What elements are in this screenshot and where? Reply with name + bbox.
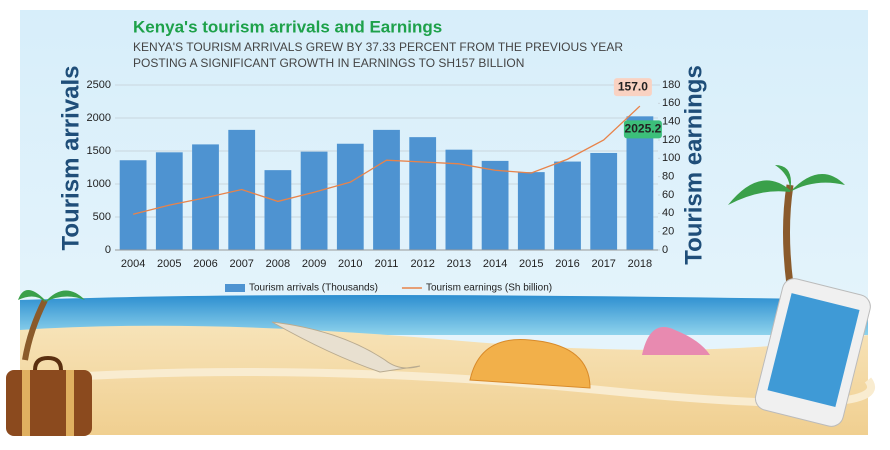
y-tick-label: 1000	[87, 178, 111, 190]
line	[132, 105, 641, 215]
y-tick-label: 0	[105, 244, 111, 256]
y2-tick-label: 60	[662, 189, 674, 201]
legend-label: Tourism arrivals (Thousands)	[249, 283, 378, 294]
bar	[155, 152, 183, 250]
data-label-bg	[623, 120, 662, 139]
subtitle: KENYA'S TOURISM ARRIVALS GREW BY 37.33 P…	[133, 40, 623, 54]
bar	[336, 143, 364, 250]
phone	[754, 278, 871, 427]
chart-title: Kenya's tourism arrivals and Earnings	[133, 17, 442, 36]
y2-tick-label: 120	[662, 134, 680, 146]
x-tick-label: 2006	[193, 258, 217, 270]
y2-axis-label: Tourism earnings	[680, 65, 707, 265]
x-tick-label: 2012	[410, 258, 434, 270]
y-tick-label: 500	[93, 211, 111, 223]
y2-tick-label: 40	[662, 207, 674, 219]
x-tick-label: 2010	[338, 258, 362, 270]
bar	[517, 172, 545, 250]
palm-right	[728, 165, 845, 286]
x-tick-label: 2018	[628, 258, 652, 270]
bar	[626, 116, 654, 251]
legend-label: Tourism earnings (Sh billion)	[426, 283, 552, 294]
bar	[409, 137, 437, 250]
x-tick-label: 2005	[157, 258, 181, 270]
shells	[271, 321, 710, 389]
y2-tick-label: 80	[662, 171, 674, 183]
bar	[554, 161, 581, 250]
x-tick-label: 2013	[447, 258, 471, 270]
y-tick-label: 1500	[87, 145, 111, 157]
palm-left	[18, 290, 85, 361]
x-tick-label: 2007	[229, 258, 253, 270]
y-axis-label: Tourism arrivals	[57, 66, 84, 251]
bar	[300, 151, 328, 250]
bar	[481, 160, 509, 250]
bar	[445, 149, 473, 250]
y2-tick-label: 20	[662, 226, 674, 238]
y2-tick-label: 100	[662, 152, 680, 164]
y2-tick-label: 0	[662, 244, 668, 256]
y-tick-label: 2500	[87, 79, 111, 91]
x-tick-label: 2014	[483, 258, 507, 270]
x-tick-label: 2016	[555, 258, 579, 270]
bar	[590, 152, 618, 250]
y-tick-label: 2000	[87, 112, 111, 124]
data-label: 2025.2	[625, 122, 662, 136]
subtitle: POSTING A SIGNIFICANT GROWTH IN EARNINGS…	[133, 56, 524, 70]
y2-tick-label: 140	[662, 116, 680, 128]
y2-tick-label: 180	[662, 79, 680, 91]
sea	[20, 295, 868, 335]
x-tick-label: 2004	[121, 258, 145, 270]
legend-swatch	[225, 284, 245, 292]
suitcase	[6, 355, 92, 436]
bar	[119, 160, 147, 250]
x-tick-label: 2009	[302, 258, 326, 270]
x-tick-label: 2015	[519, 258, 543, 270]
bar	[264, 170, 292, 250]
x-tick-label: 2017	[591, 258, 615, 270]
data-label-bg	[613, 78, 652, 97]
x-tick-label: 2008	[266, 258, 290, 270]
y2-tick-label: 160	[662, 97, 680, 109]
data-label: 157.0	[618, 79, 648, 93]
x-tick-label: 2011	[375, 258, 399, 270]
bar	[373, 129, 400, 250]
